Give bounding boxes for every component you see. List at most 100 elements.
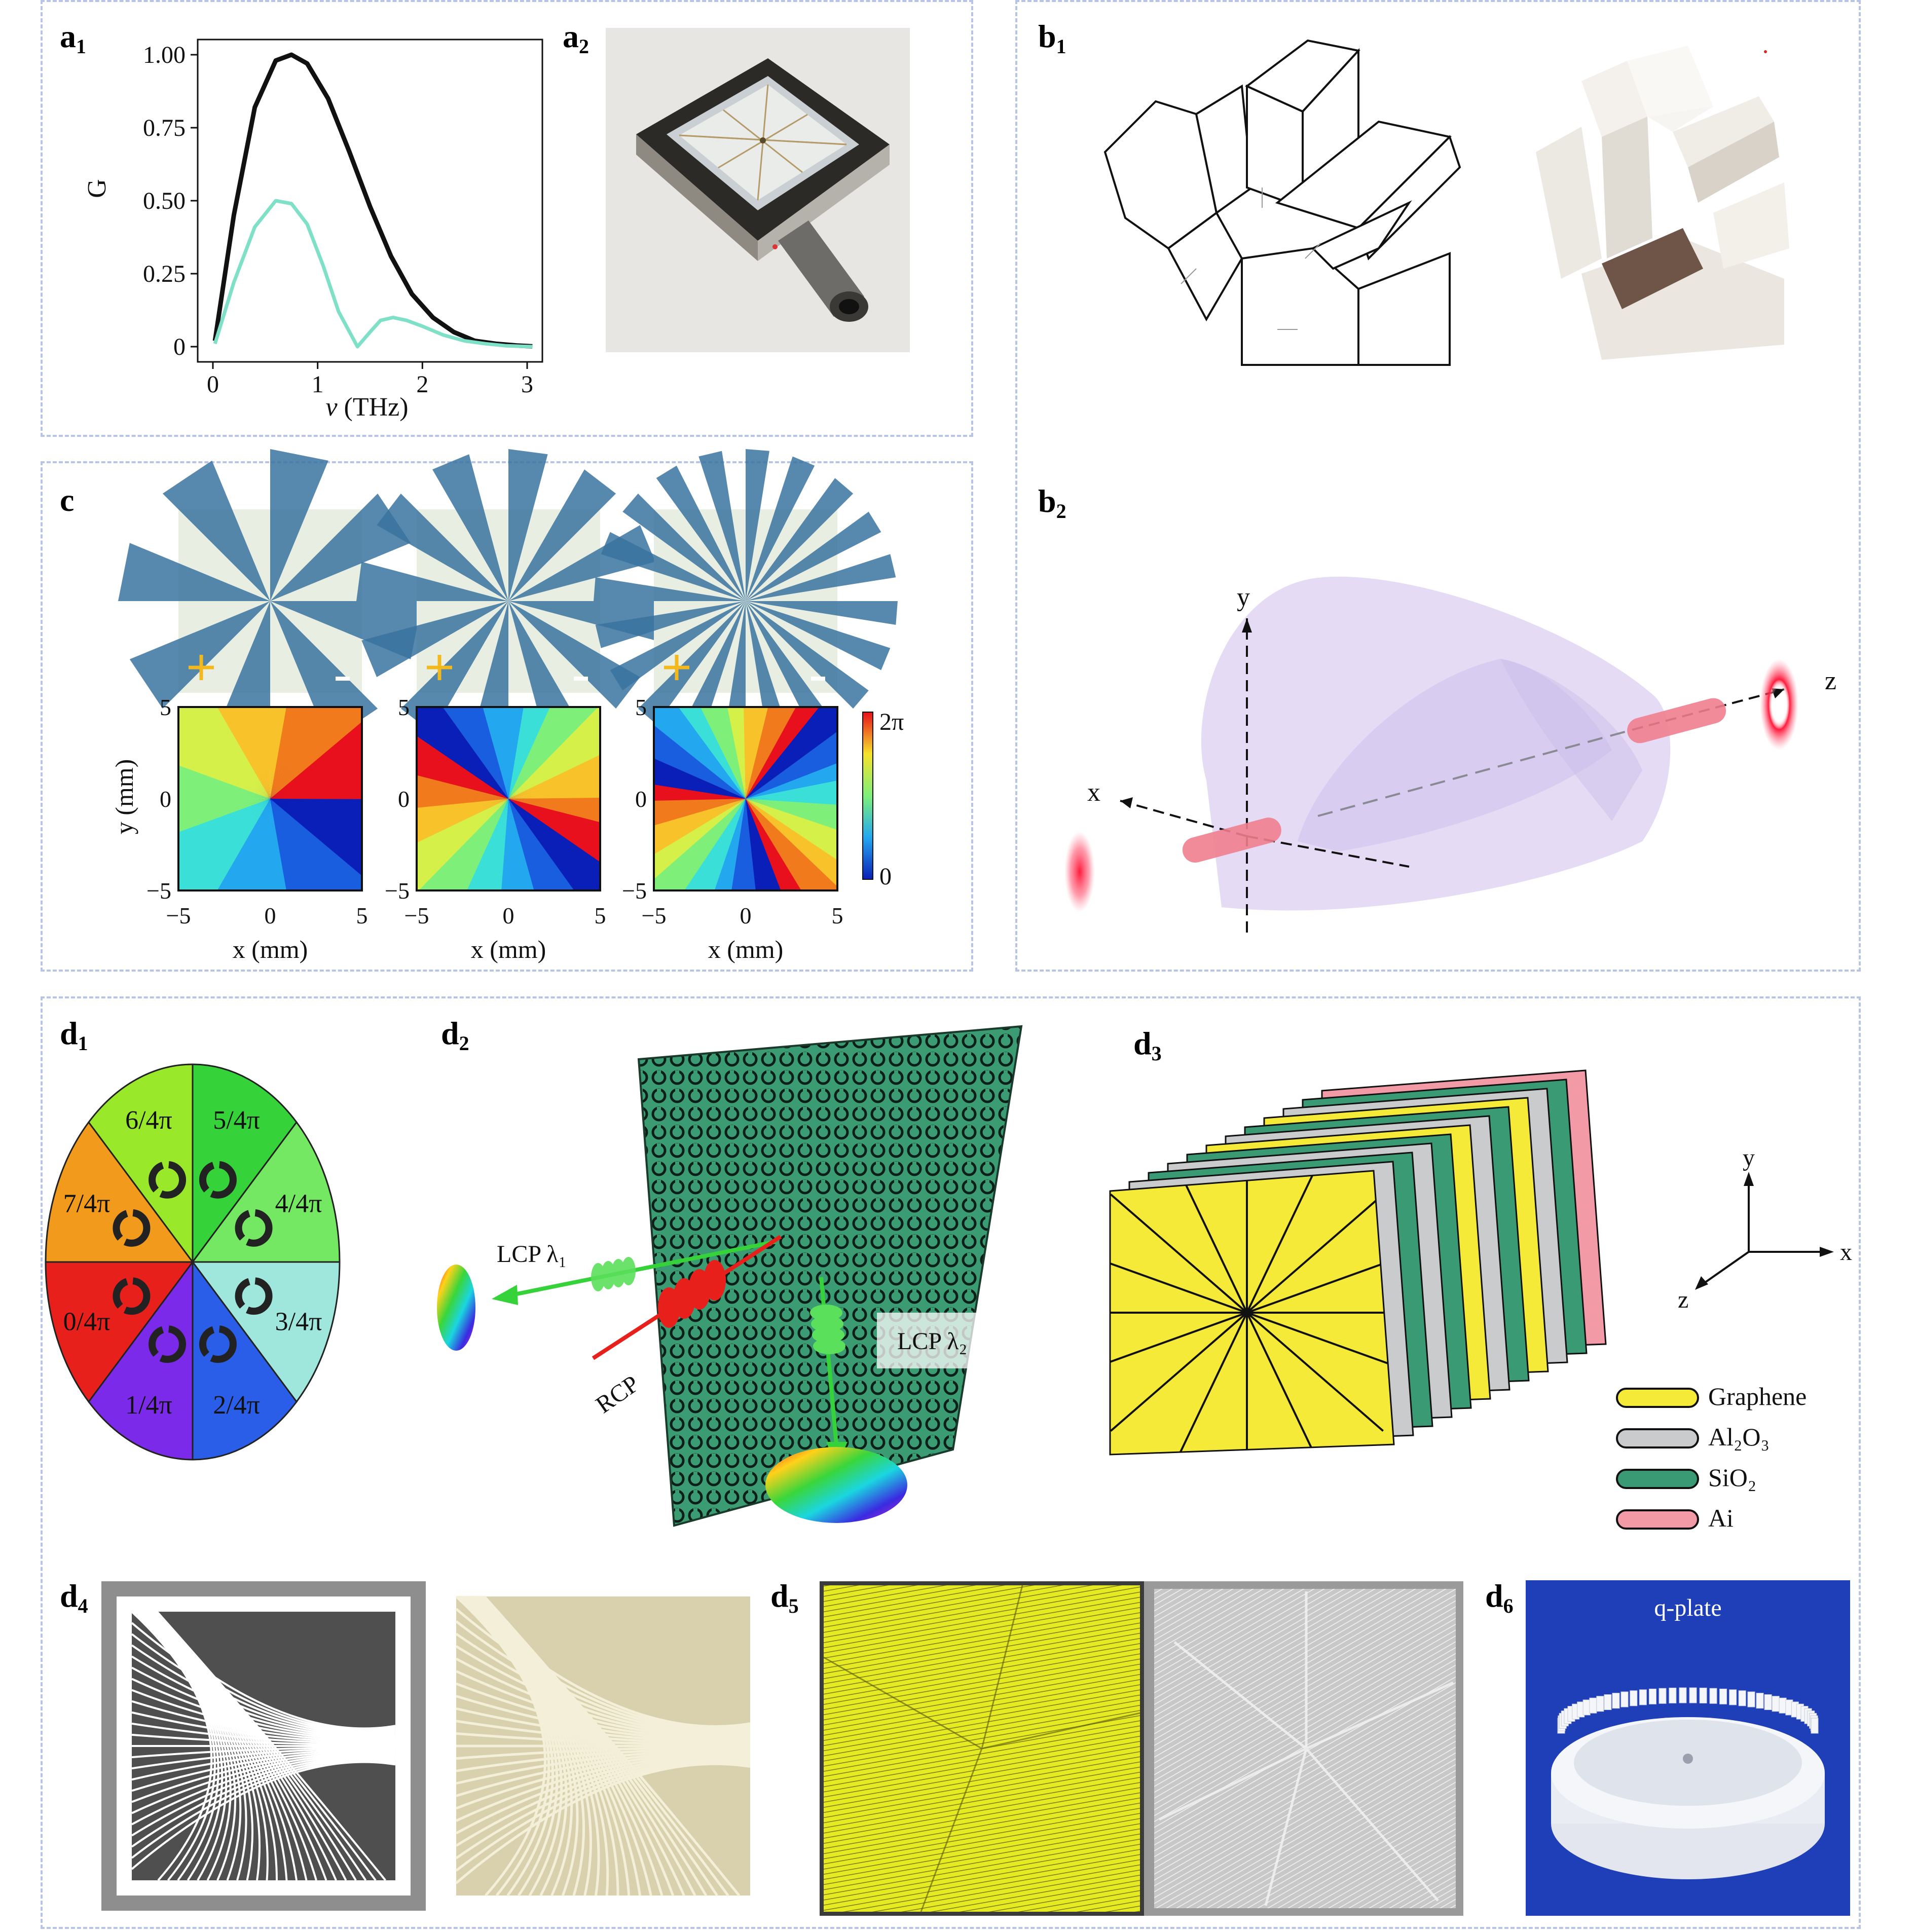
d1-sector [88, 1259, 194, 1461]
d1-sector [45, 1121, 194, 1263]
b1-line-drawing-cube-assembly [1103, 39, 1461, 366]
d1-sector-label: 1/4π [125, 1391, 172, 1420]
a1-y-tick-label: 0 [173, 333, 186, 360]
d3-radial-line [1110, 1194, 1248, 1314]
c-colorbar [862, 712, 873, 880]
panel-d-frame [41, 996, 1861, 1929]
label-d3: d3 [1133, 1025, 1162, 1065]
c-x-axis-label-3: x (mm) [708, 935, 784, 963]
polarizer-cross-icon [189, 655, 214, 680]
c-x-tick-label: −5 [166, 903, 191, 928]
d1-sector [192, 1259, 298, 1461]
c-y-tick-label: −5 [146, 878, 171, 904]
d1-sector [191, 1121, 341, 1263]
d6-q-plate-photo: q-plate [1526, 1580, 1850, 1916]
a1-x-tick-label: 3 [521, 371, 533, 398]
c-phase-maps: 2π 0 y (mm) x (mm) x (mm) x (mm) −55005−… [110, 694, 904, 963]
d3-radial-line [1246, 1312, 1394, 1378]
d1-sector-label: 5/4π [213, 1106, 260, 1135]
d3-x-axis-label: x [1840, 1239, 1852, 1266]
d3-radial-line [1110, 1312, 1247, 1378]
d3-radial-line [1246, 1312, 1384, 1432]
d1-split-ring-icon [235, 1277, 273, 1315]
label-d1: d1 [60, 1015, 88, 1055]
d6-caption: q-plate [1654, 1594, 1721, 1621]
c-y-tick-label: −5 [385, 878, 410, 904]
d1-sector-label: 2/4π [213, 1391, 260, 1420]
d1-split-ring-icon [149, 1161, 187, 1199]
a1-y-tick-label: 1.00 [143, 42, 186, 68]
c-y-tick-label: −5 [622, 878, 647, 904]
d1-sector-label: 4/4π [275, 1190, 322, 1218]
c-y-tick-label: 0 [398, 786, 410, 812]
c-y-axis-label: y (mm) [110, 759, 138, 835]
c-x-tick-label: 5 [356, 903, 368, 928]
label-d5: d5 [770, 1578, 799, 1617]
c-x-axis-label-1: x (mm) [233, 935, 308, 963]
a1-x-tick-label: 2 [416, 371, 428, 398]
panel-a-frame [41, 0, 973, 437]
d3-legend-swatch [1616, 1388, 1699, 1408]
d3-legend-label: Al₂O₃ [1708, 1423, 1770, 1451]
label-c: c [60, 482, 75, 518]
d4-design-pattern [101, 1581, 426, 1911]
a1-y-tick-label: 0.75 [143, 115, 186, 141]
d4-printed-sample [441, 1581, 765, 1911]
d3-legend-swatch [1616, 1469, 1699, 1489]
d1-split-ring-icon [199, 1325, 237, 1363]
d3-layer-stack: y x z Graphene Al₂O₃ SiO₂ Ai [1109, 1069, 1852, 1532]
d2-metasurface-diagram: LCP λ₁ LCP λ₂ RCP [437, 1025, 1023, 1527]
b1-photo-printed-assembly [1536, 46, 1789, 360]
d1-split-ring-icon [149, 1325, 187, 1363]
a1-x-axis-label: ν (THz) [325, 393, 408, 422]
b2-x-axis-label: x [1087, 778, 1100, 807]
d3-radial-line [1246, 1247, 1394, 1314]
d1-sector-label: 6/4π [125, 1106, 172, 1135]
a1-y-axis-label: G [83, 179, 112, 198]
d1-sector [88, 1063, 194, 1265]
d2-lcp1-label: LCP λ₁ [497, 1241, 567, 1268]
a2-photo-sample-holder [606, 28, 910, 352]
d1-sector-label: 7/4π [63, 1190, 110, 1218]
a1-x-tick-label: 0 [207, 371, 219, 398]
c-micrograph-3 [594, 449, 898, 753]
a1-series-line-2 [213, 199, 533, 349]
d1-sector [45, 1261, 194, 1403]
d3-radial-line [1110, 1247, 1247, 1314]
d1-split-ring-icon [199, 1161, 237, 1199]
c-x-tick-label: −5 [642, 903, 667, 928]
d3-radial-line [1110, 1312, 1248, 1432]
label-a2: a2 [563, 18, 589, 58]
c-micrograph-1 [118, 449, 422, 753]
c-x-axis-label-2: x (mm) [471, 935, 546, 963]
d1-sector-label: 0/4π [63, 1307, 110, 1336]
c-x-tick-label: 5 [595, 903, 606, 928]
d3-radial-line [1246, 1194, 1384, 1314]
d3-legend-label: Graphene [1708, 1382, 1807, 1410]
c-y-tick-label: 5 [160, 694, 171, 720]
c-x-tick-label: −5 [404, 903, 429, 928]
label-d4: d4 [60, 1578, 88, 1617]
d3-legend-label: SiO₂ [1708, 1463, 1756, 1492]
d1-sector [192, 1063, 298, 1265]
a1-x-tick-label: 1 [312, 371, 324, 398]
c-colorbar-bottom-label: 0 [879, 863, 892, 890]
label-d6: d6 [1485, 1578, 1514, 1617]
d1-split-ring-icon [235, 1209, 273, 1247]
label-b2: b2 [1038, 483, 1066, 523]
polarizer-cross-icon [664, 655, 689, 680]
c-y-tick-label: 0 [160, 786, 171, 812]
d1-sector [191, 1261, 341, 1403]
polarizer-cross-icon [427, 655, 452, 680]
d3-legend-swatch [1616, 1428, 1699, 1448]
c-x-tick-label: 0 [265, 903, 276, 928]
d1-split-ring-icon [113, 1277, 151, 1315]
label-a1: a1 [60, 18, 86, 58]
d3-legend-swatch [1616, 1509, 1699, 1530]
chart-a1: 0 1 2 3 0 0.25 0.50 0.75 1.00 G ν (THz) [83, 39, 543, 422]
d3-radial-line [1246, 1171, 1322, 1313]
d2-rcp-label: RCP [591, 1370, 644, 1419]
d5-design-and-print [820, 1581, 1463, 1916]
d3-radial-line [1172, 1312, 1248, 1455]
c-y-tick-label: 5 [635, 694, 647, 720]
